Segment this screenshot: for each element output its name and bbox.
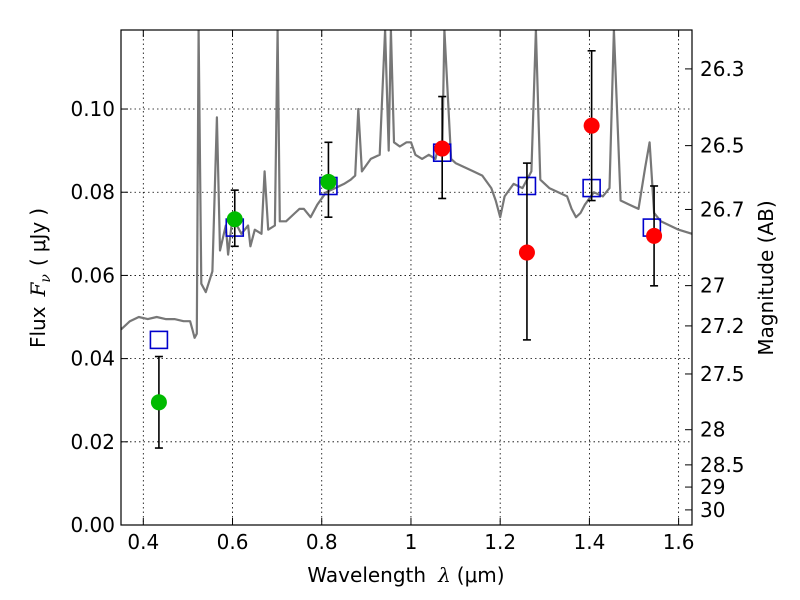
- y-axis-title-subscript: ν: [38, 274, 54, 283]
- y-tick-label: 0.00: [70, 513, 115, 537]
- observed-flux-point: [226, 211, 243, 228]
- y2-tick-label: 28: [700, 418, 725, 442]
- y2-tick-label: 27.5: [700, 362, 745, 386]
- y-axis-ticks: 0.00 0.02 0.04 0.06 0.08 0.10: [70, 97, 128, 537]
- x-tick-label: 1.4: [573, 530, 605, 554]
- y2-tick-label: 26.3: [700, 57, 745, 81]
- y-axis-title-unit: μJy: [26, 222, 50, 253]
- observed-flux-point: [583, 117, 600, 134]
- y2-tick-label: 28.5: [700, 453, 745, 477]
- y-axis-title-prefix: Flux: [26, 306, 50, 348]
- y-axis-title: FluxFν(μJy): [26, 208, 54, 348]
- y-tick-label: 0.04: [70, 347, 115, 371]
- observed-flux-point: [518, 244, 535, 261]
- series-2: [434, 49, 663, 341]
- x-tick-label: 1.6: [663, 530, 695, 554]
- model-spectrum-line: [121, 30, 692, 339]
- y-axis-title-symbol: F: [26, 281, 50, 297]
- x-tick-label: 1: [405, 530, 418, 554]
- y2-tick-label: 26.7: [700, 197, 745, 221]
- observed-flux-point: [646, 227, 663, 244]
- observed-flux-point: [150, 394, 167, 411]
- x-axis-title-symbol: λ: [437, 563, 451, 587]
- grid: [121, 30, 692, 526]
- x-tick-label: 0.8: [306, 530, 338, 554]
- y2-axis-title: Magnitude (AB): [754, 200, 778, 355]
- y-tick-label: 0.10: [70, 97, 115, 121]
- model-flux-square-marker: [149, 330, 169, 350]
- y-tick-label: 0.02: [70, 430, 115, 454]
- y2-tick-label: 29: [700, 475, 725, 499]
- observed-flux-point: [320, 173, 337, 190]
- observed-flux-point: [434, 140, 451, 157]
- y2-tick-label: 26.5: [700, 134, 745, 158]
- model-spectrum-layer: [121, 30, 692, 339]
- x-tick-label: 0.6: [217, 530, 249, 554]
- y-tick-label: 0.06: [70, 263, 115, 287]
- plot-frame: [120, 29, 693, 526]
- y-tick-label: 0.08: [70, 180, 115, 204]
- x-axis-title-unit: (μm): [457, 563, 505, 587]
- x-axis-title-prefix: Wavelength: [307, 563, 426, 587]
- x-axis-title: Wavelength λ (μm): [307, 563, 504, 587]
- x-axis-ticks: 0.4 0.6 0.8 1 1.2 1.4 1.6: [127, 30, 695, 554]
- y2-tick-label: 30: [700, 498, 725, 522]
- y2-tick-label: 27: [700, 274, 725, 298]
- data-points-layer: [149, 49, 663, 449]
- x-tick-label: 1.2: [484, 530, 516, 554]
- series-1: [150, 141, 337, 449]
- y2-tick-label: 27.2: [700, 314, 745, 338]
- x-tick-label: 0.4: [127, 530, 159, 554]
